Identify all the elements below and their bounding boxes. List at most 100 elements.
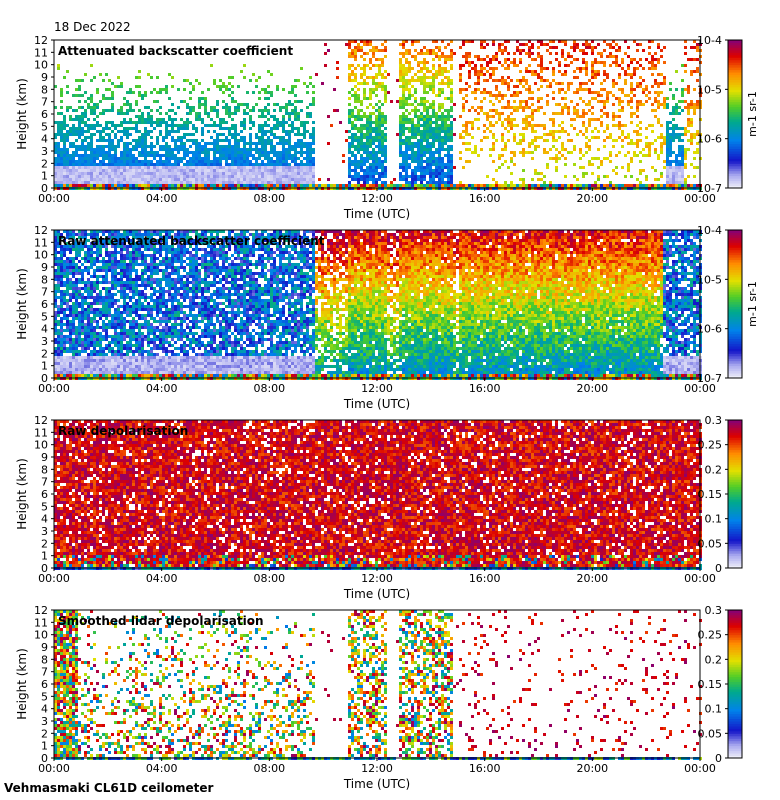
heatmap-cell — [447, 97, 450, 100]
heatmap-cell — [399, 52, 402, 55]
heatmap-cell — [60, 362, 63, 365]
heatmap-cell — [264, 88, 267, 91]
heatmap-cell — [273, 154, 276, 157]
heatmap-cell — [294, 181, 297, 184]
heatmap-cell — [429, 160, 432, 163]
heatmap-cell — [621, 124, 624, 127]
heatmap-cell — [405, 100, 408, 103]
heatmap-cell — [525, 115, 528, 118]
heatmap-cell — [231, 100, 234, 103]
heatmap-cell — [72, 127, 75, 130]
heatmap-cell — [384, 136, 387, 139]
heatmap-cell — [66, 166, 69, 169]
heatmap-cell — [354, 160, 357, 163]
heatmap-cell — [243, 142, 246, 145]
heatmap-cell — [216, 136, 219, 139]
heatmap-cell — [642, 91, 645, 94]
heatmap-cell — [54, 263, 57, 266]
colorbar-segment — [728, 106, 742, 110]
heatmap-cell — [258, 169, 261, 172]
heatmap-cell — [591, 172, 594, 175]
heatmap-cell — [90, 178, 93, 181]
heatmap-cell — [57, 347, 60, 350]
heatmap-cell — [600, 88, 603, 91]
heatmap-cell — [417, 103, 420, 106]
heatmap-cell — [543, 175, 546, 178]
heatmap-cell — [516, 79, 519, 82]
heatmap-cell — [60, 344, 63, 347]
heatmap-cell — [75, 133, 78, 136]
heatmap-cell — [54, 332, 57, 335]
heatmap-cell — [270, 133, 273, 136]
heatmap-cell — [474, 88, 477, 91]
heatmap-cell — [639, 181, 642, 184]
heatmap-cell — [534, 70, 537, 73]
heatmap-cell — [510, 184, 513, 187]
heatmap-cell — [357, 178, 360, 181]
heatmap-cell — [201, 169, 204, 172]
heatmap-cell — [318, 184, 321, 187]
heatmap-cell — [297, 184, 300, 187]
heatmap-cell — [603, 79, 606, 82]
heatmap-cell — [60, 356, 63, 359]
heatmap-cell — [651, 142, 654, 145]
heatmap-cell — [150, 136, 153, 139]
heatmap-cell — [531, 73, 534, 76]
heatmap-cell — [54, 323, 57, 326]
heatmap-cell — [441, 139, 444, 142]
heatmap-cell — [540, 55, 543, 58]
heatmap-cell — [423, 151, 426, 154]
heatmap-cell — [399, 166, 402, 169]
heatmap-cell — [411, 103, 414, 106]
y-tick-label: 8 — [41, 83, 48, 96]
heatmap-cell — [165, 148, 168, 151]
heatmap-cell — [411, 109, 414, 112]
heatmap-cell — [558, 64, 561, 67]
heatmap-cell — [432, 91, 435, 94]
heatmap-cell — [84, 157, 87, 160]
heatmap-cell — [615, 49, 618, 52]
heatmap-cell — [90, 163, 93, 166]
heatmap-cell — [450, 169, 453, 172]
heatmap-cell — [405, 118, 408, 121]
heatmap-cell — [561, 130, 564, 133]
heatmap-cell — [426, 133, 429, 136]
heatmap-cell — [537, 97, 540, 100]
heatmap-cell — [240, 157, 243, 160]
heatmap-cell — [681, 64, 684, 67]
heatmap-cell — [114, 181, 117, 184]
heatmap-cell — [165, 127, 168, 130]
heatmap-cell — [495, 184, 498, 187]
heatmap-cell — [606, 73, 609, 76]
heatmap-cell — [144, 118, 147, 121]
heatmap-cell — [111, 109, 114, 112]
heatmap-cell — [168, 118, 171, 121]
heatmap-cell — [96, 178, 99, 181]
heatmap-cell — [474, 82, 477, 85]
heatmap-cell — [510, 124, 513, 127]
heatmap-cell — [642, 49, 645, 52]
heatmap-cell — [75, 109, 78, 112]
heatmap-cell — [102, 148, 105, 151]
heatmap-cell — [438, 163, 441, 166]
heatmap-cell — [567, 184, 570, 187]
heatmap-cell — [351, 88, 354, 91]
heatmap-cell — [660, 145, 663, 148]
heatmap-cell — [258, 157, 261, 160]
heatmap-cell — [72, 172, 75, 175]
heatmap-cell — [639, 64, 642, 67]
heatmap-cell — [165, 151, 168, 154]
heatmap-cell — [60, 133, 63, 136]
heatmap-cell — [540, 85, 543, 88]
heatmap-cell — [633, 151, 636, 154]
heatmap-cell — [666, 166, 669, 169]
heatmap-cell — [237, 172, 240, 175]
heatmap-cell — [561, 109, 564, 112]
heatmap-cell — [252, 154, 255, 157]
heatmap-cell — [186, 181, 189, 184]
heatmap-cell — [114, 127, 117, 130]
heatmap-cell — [576, 178, 579, 181]
heatmap-cell — [399, 76, 402, 79]
heatmap-cell — [588, 124, 591, 127]
heatmap-cell — [270, 157, 273, 160]
